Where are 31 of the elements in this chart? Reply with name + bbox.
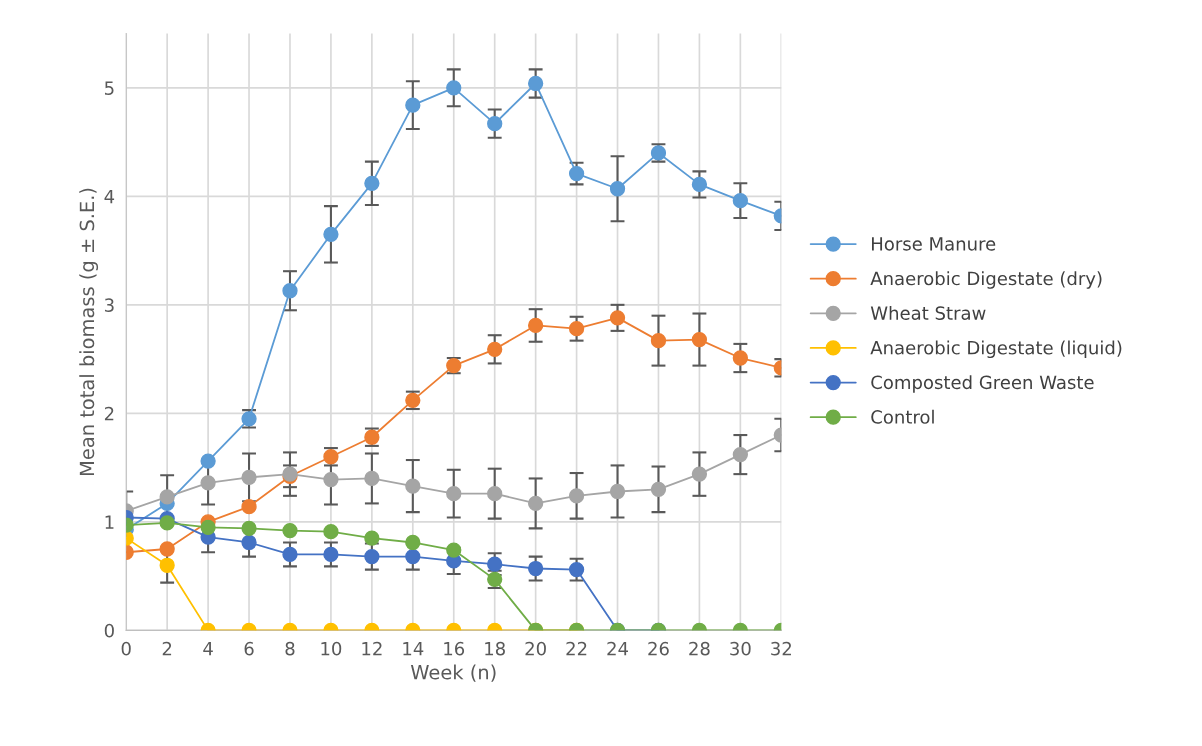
x-tick-label: 2: [162, 641, 172, 656]
legend-label: Control: [871, 409, 934, 424]
legend-label: Anaerobic Digestate (liquid): [870, 340, 1122, 359]
legend-label: Composted Green Waste: [871, 375, 1094, 393]
x-tick-label: 18: [485, 641, 505, 656]
x-tick-label: 22: [566, 641, 587, 656]
x-axis-title: Week (n): [410, 664, 496, 682]
x-tick-label: 6: [244, 641, 254, 656]
x-tick-label: 32: [771, 641, 791, 656]
y-tick-label: 0: [104, 623, 114, 638]
x-tick-label: 14: [403, 642, 424, 656]
y-tick-label: 4: [104, 190, 115, 204]
legend-label: Anaerobic Digestate (dry): [870, 271, 1102, 289]
x-tick-label: 12: [362, 641, 382, 656]
x-tick-label: 26: [648, 641, 669, 656]
y-tick-label: 2: [104, 406, 114, 421]
x-tick-label: 30: [730, 641, 751, 656]
legend-label: Horse Manure: [872, 237, 996, 251]
x-tick-label: 4: [203, 642, 213, 656]
x-tick-label: 16: [444, 641, 465, 656]
x-tick-label: 8: [285, 641, 295, 656]
y-tick-label: 1: [105, 515, 114, 529]
x-tick-label: 24: [607, 641, 628, 656]
x-tick-label: 20: [525, 641, 546, 656]
y-tick-label: 5: [105, 81, 114, 95]
y-tick-label: 3: [104, 298, 114, 312]
x-tick-label: 28: [689, 641, 710, 656]
x-tick-label: 0: [121, 641, 131, 656]
y-axis-title: Mean total biomass (g ± S.E.): [79, 188, 99, 476]
legend-label: Wheat Straw: [870, 305, 986, 320]
x-tick-label: 10: [321, 641, 342, 656]
